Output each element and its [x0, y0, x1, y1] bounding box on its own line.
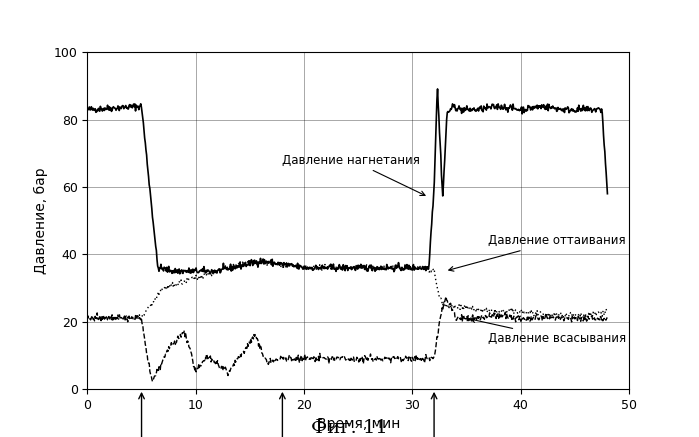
- X-axis label: Время, мин: Время, мин: [317, 417, 400, 431]
- Y-axis label: Давление, бар: Давление, бар: [34, 167, 48, 274]
- Text: Давление всасывания: Давление всасывания: [470, 318, 626, 345]
- Text: Давление нагнетания: Давление нагнетания: [282, 153, 425, 195]
- Text: Фиг. 11: Фиг. 11: [311, 419, 388, 437]
- Text: Давление оттаивания: Давление оттаивания: [449, 234, 626, 271]
